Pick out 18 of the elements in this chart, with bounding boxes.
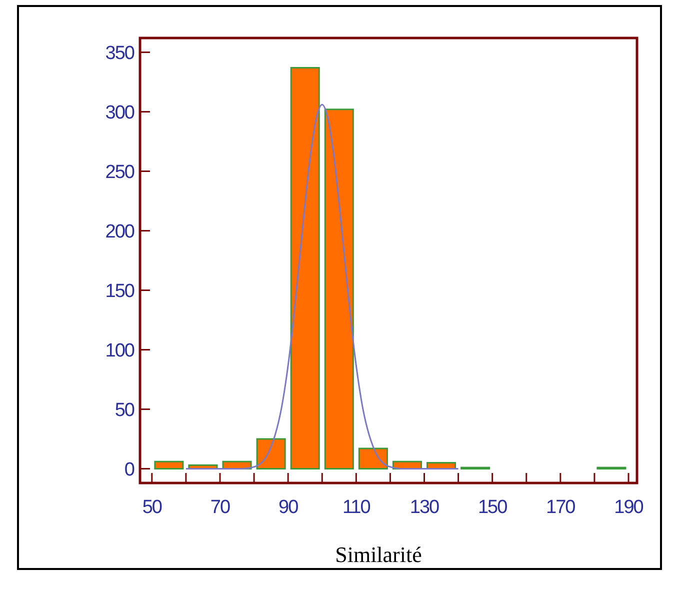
y-tick-label: 350 — [105, 42, 134, 64]
y-tick-label: 250 — [105, 162, 134, 183]
x-tick-label: 190 — [614, 497, 644, 518]
x-tick-label: 110 — [342, 497, 370, 518]
line-series — [185, 104, 460, 470]
y-tick-label: 300 — [105, 102, 134, 124]
x-axis-title: Similarité — [335, 542, 422, 567]
y-tick-label: 50 — [114, 400, 134, 421]
x-tick-label: 130 — [410, 497, 440, 518]
y-tick-label: 150 — [105, 280, 134, 302]
y-tick-label: 200 — [105, 221, 134, 242]
x-tick-label: 50 — [142, 497, 162, 518]
x-tick-label: 170 — [546, 497, 576, 518]
y-tick-label: 100 — [105, 340, 134, 362]
x-tick-label: 90 — [278, 497, 298, 518]
x-tick-label: 150 — [478, 497, 508, 518]
y-tick-label: 0 — [124, 459, 134, 480]
x-tick-label: 70 — [210, 497, 230, 518]
